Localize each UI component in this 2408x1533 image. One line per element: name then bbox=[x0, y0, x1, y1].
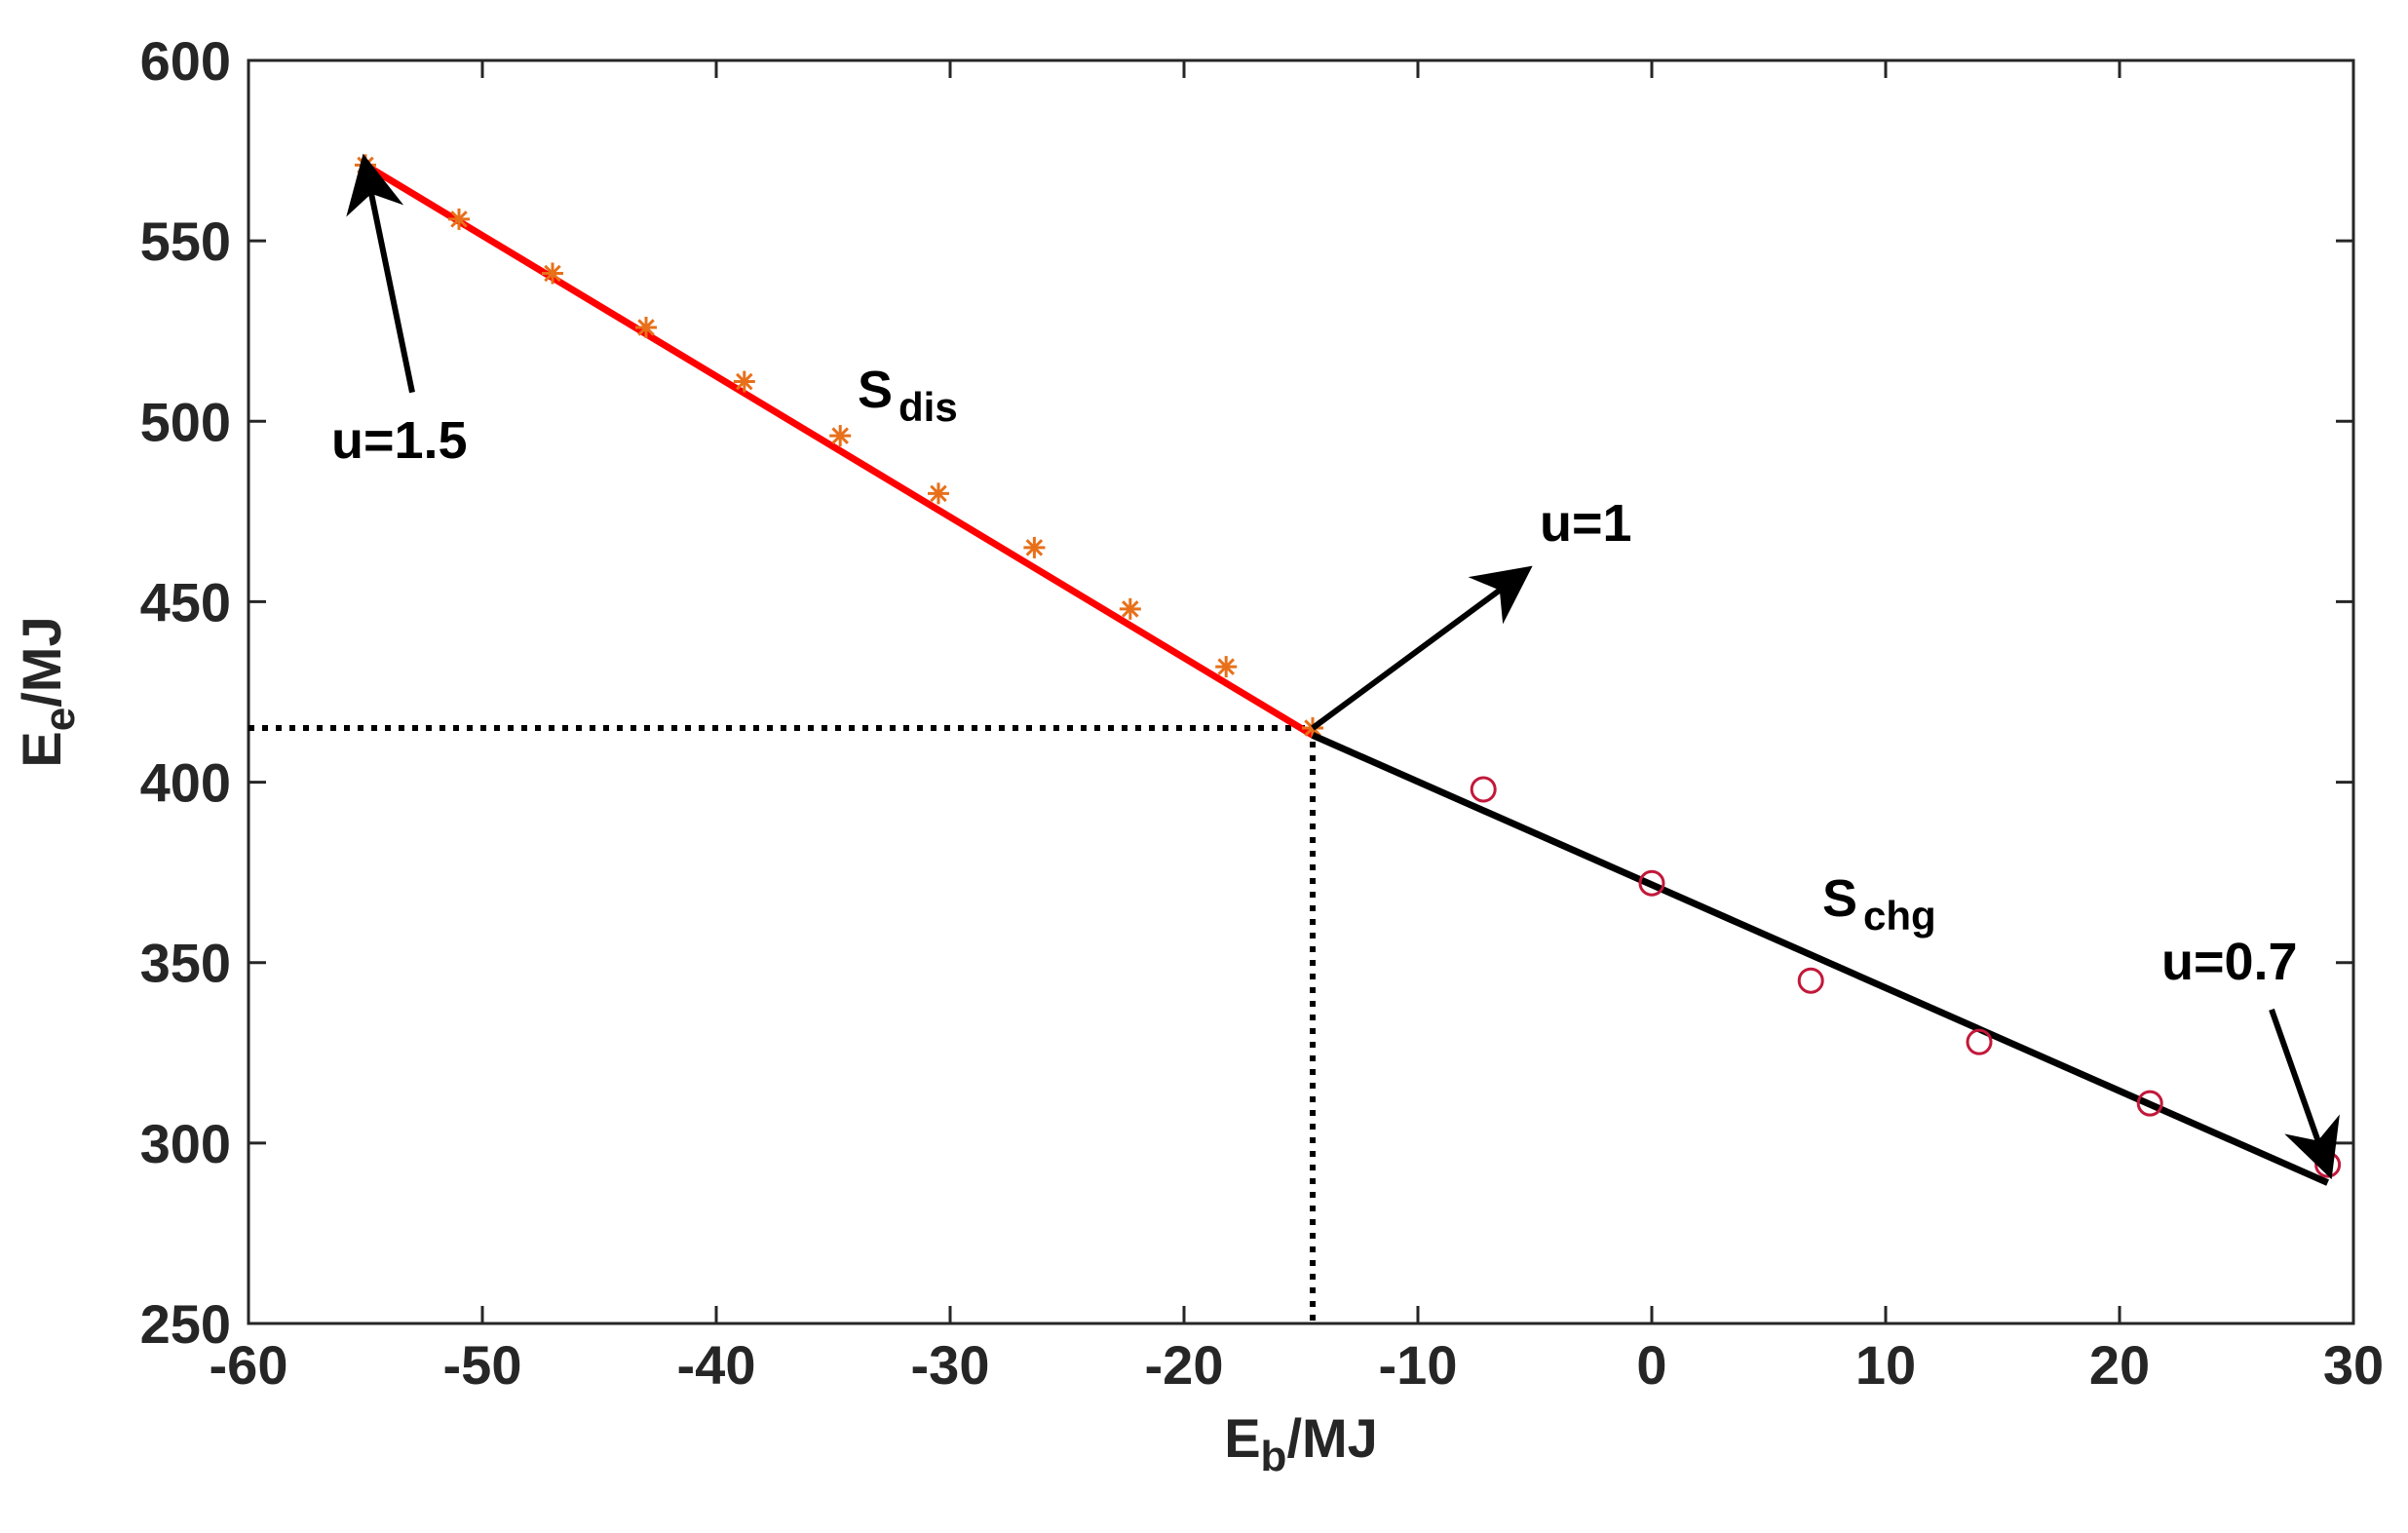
dis_points-point bbox=[448, 208, 470, 230]
chg_points-point bbox=[2136, 1090, 2163, 1117]
chg_points-point bbox=[1470, 776, 1497, 803]
arrow-u1 bbox=[1311, 565, 1533, 731]
dis_points-point bbox=[928, 482, 949, 505]
x-tick-label: -50 bbox=[443, 1334, 522, 1396]
x-tick-label: -20 bbox=[1145, 1334, 1224, 1396]
x-axis-label: Eb/MJ bbox=[1224, 1407, 1378, 1480]
chg_points-point bbox=[1966, 1028, 1993, 1055]
dis_points-point bbox=[542, 262, 563, 285]
x-tick-label: -60 bbox=[210, 1334, 288, 1396]
x-tick-label: 30 bbox=[2323, 1334, 2384, 1396]
annotation-u15: u=1.5 bbox=[331, 411, 468, 470]
axes-box bbox=[247, 58, 2355, 1325]
annotation-u07: u=0.7 bbox=[2161, 933, 2298, 991]
dis_points-point bbox=[733, 370, 755, 393]
series-layer bbox=[248, 154, 2342, 1323]
x-tick-label: -40 bbox=[677, 1334, 756, 1396]
y-tick-label: 400 bbox=[140, 752, 231, 814]
dis_points-point bbox=[635, 317, 657, 339]
x-tick-label: -10 bbox=[1379, 1334, 1458, 1396]
chg_line-line bbox=[1311, 732, 2330, 1186]
y-tick-label: 250 bbox=[140, 1293, 231, 1355]
dis_points-point bbox=[1119, 597, 1141, 620]
annotation-u1: u=1 bbox=[1540, 494, 1632, 553]
chg_points-point bbox=[1638, 869, 1665, 897]
y-tick-label: 350 bbox=[140, 933, 231, 994]
x-tick-label: 10 bbox=[1855, 1334, 1916, 1396]
x-tick-label: -30 bbox=[911, 1334, 990, 1396]
y-tick-label: 600 bbox=[140, 30, 231, 92]
y-axis-label: Ee/MJ bbox=[11, 616, 84, 767]
annotations: u=1.5 u=1 u=0.7 S dis S chg bbox=[331, 153, 2340, 1180]
chg_points-point bbox=[1797, 967, 1824, 994]
x-tick-label: 20 bbox=[2089, 1334, 2150, 1396]
x-tick-label: 0 bbox=[1636, 1334, 1666, 1396]
axis-labels: Eb/MJ Ee/MJ bbox=[11, 616, 1378, 1480]
y-tick-label: 550 bbox=[140, 211, 231, 272]
arrow-u07 bbox=[2269, 1008, 2340, 1180]
reference-dotted-lines bbox=[248, 725, 1316, 1323]
arrow-u15 bbox=[346, 153, 415, 394]
dis_points-point bbox=[1023, 536, 1046, 558]
y-tick-label: 500 bbox=[140, 391, 231, 452]
dis_points-point bbox=[1215, 656, 1238, 678]
dis_points-point bbox=[829, 425, 852, 447]
y-tick-label: 450 bbox=[140, 571, 231, 632]
axis-ticks: -60 -50 -40 -30 -20 -10 0 10 20 30 250 300 350 400 450… bbox=[140, 30, 2385, 1396]
y-tick-label: 300 bbox=[140, 1113, 231, 1174]
dis_line-line bbox=[363, 162, 1315, 739]
plot-area bbox=[247, 58, 2355, 1325]
